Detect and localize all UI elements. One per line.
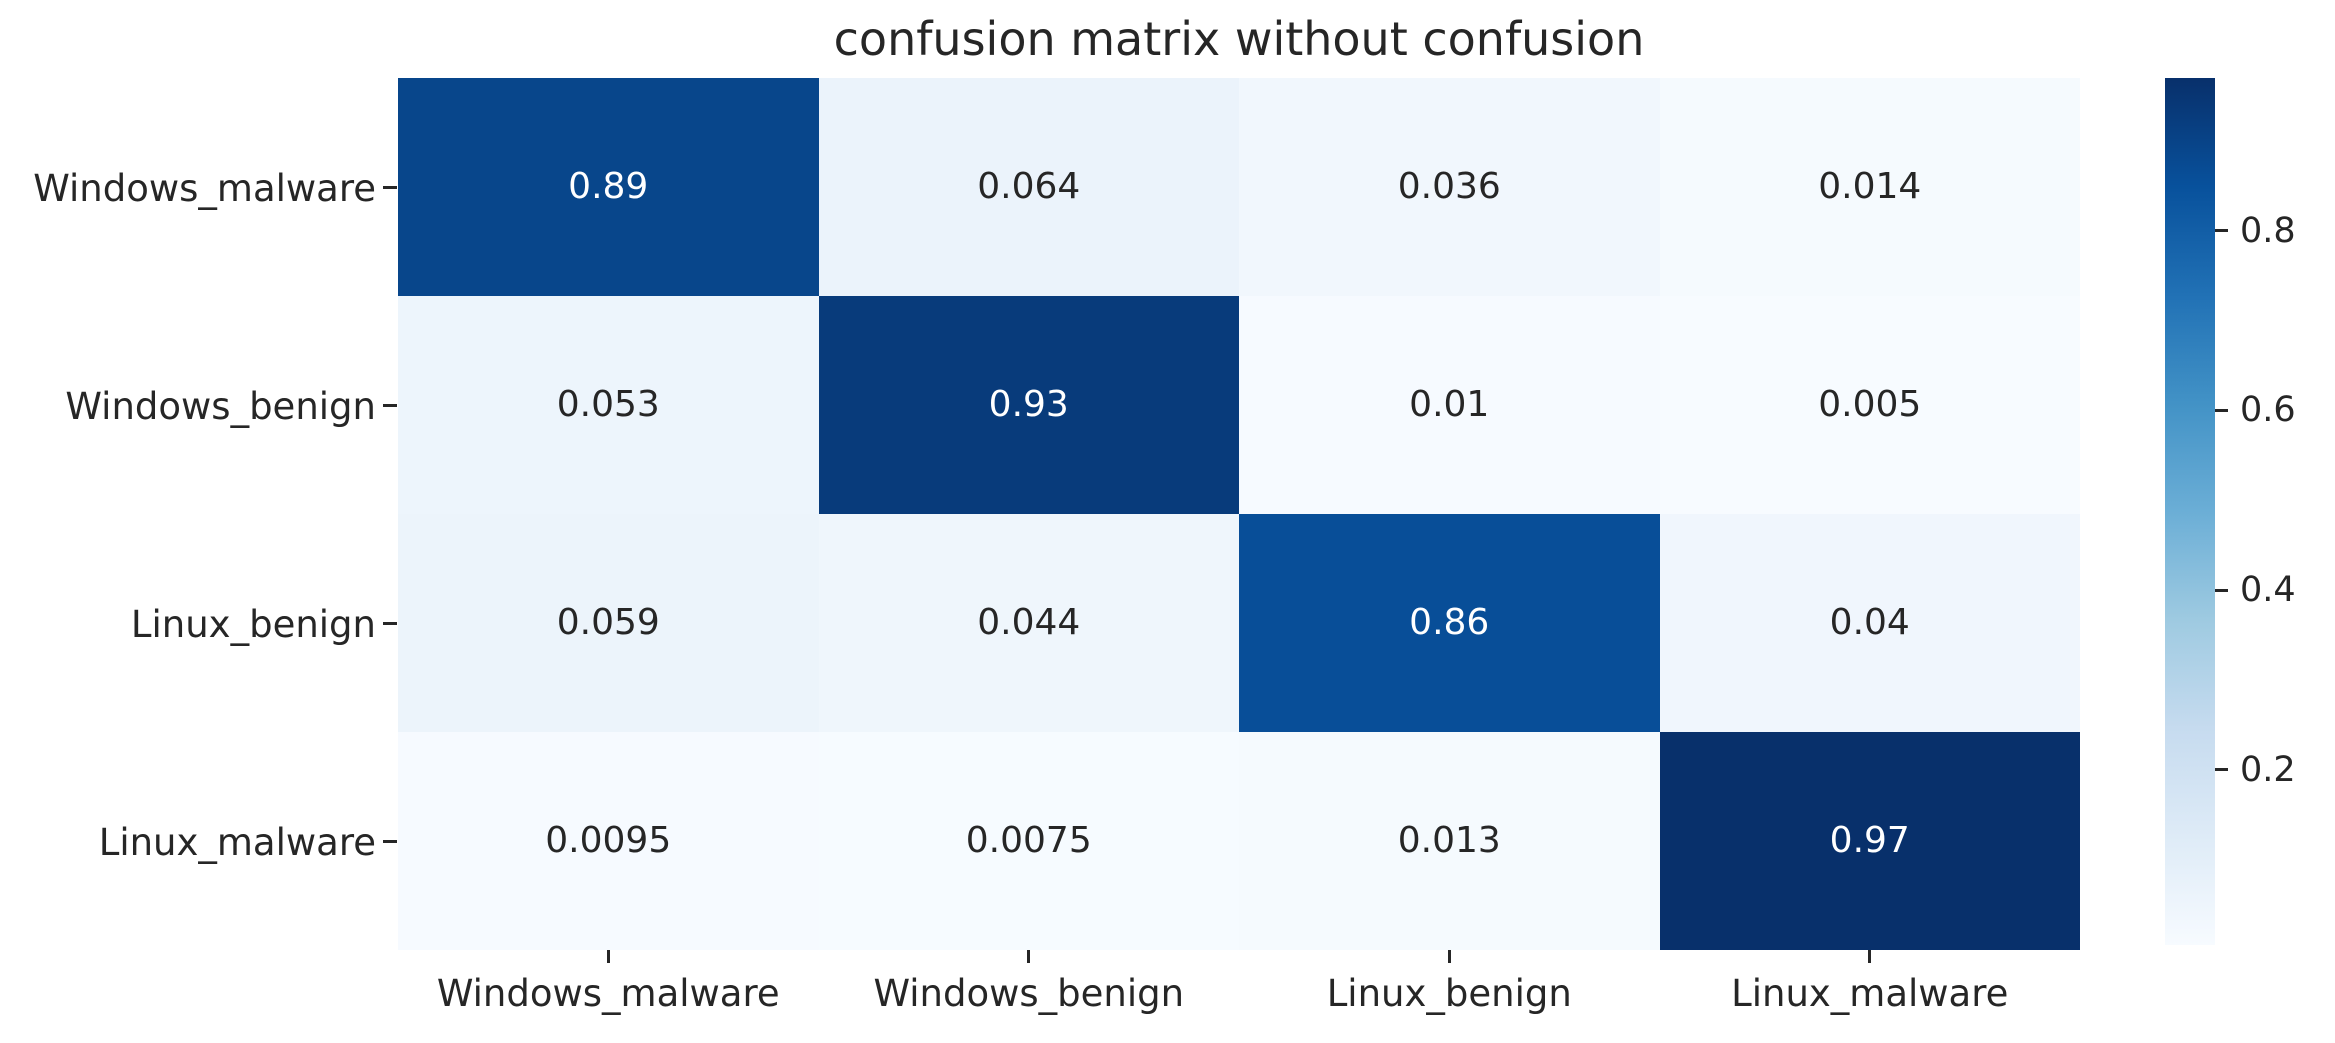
x-tick-label: Windows_malware [436, 972, 780, 1015]
cell-value: 0.86 [1409, 602, 1490, 643]
heatmap-cell: 0.97 [1659, 732, 2080, 950]
heatmap-cell: 0.013 [1239, 732, 1660, 950]
cell-value: 0.97 [1829, 820, 1910, 861]
heatmap-cell: 0.005 [1659, 296, 2080, 514]
x-tick-mark [1868, 950, 1872, 963]
x-tick-mark [1027, 950, 1031, 963]
colorbar-tick-label: 0.2 [2240, 749, 2296, 790]
cell-value: 0.064 [977, 166, 1081, 207]
heatmap-cell: 0.014 [1659, 78, 2080, 296]
y-tick-label: Windows_malware [33, 167, 376, 210]
cell-value: 0.053 [556, 384, 660, 425]
colorbar-tick-label: 0.6 [2240, 390, 2296, 431]
heatmap-cell: 0.053 [398, 296, 819, 514]
heatmap-cell: 0.86 [1239, 514, 1660, 732]
chart-title: confusion matrix without confusion [833, 12, 1645, 66]
x-tick-label: Linux_malware [1731, 972, 2009, 1015]
x-tick-label: Linux_benign [1326, 972, 1572, 1015]
cell-value: 0.014 [1818, 166, 1922, 207]
cell-value: 0.04 [1829, 602, 1910, 643]
cell-value: 0.0095 [545, 820, 672, 861]
cell-value: 0.0075 [965, 820, 1092, 861]
heatmap-cell: 0.04 [1659, 514, 2080, 732]
y-tick-label: Windows_benign [65, 385, 376, 428]
colorbar [2165, 78, 2215, 945]
cell-value: 0.036 [1397, 166, 1501, 207]
colorbar-tick-mark [2215, 768, 2228, 772]
colorbar-tick-label: 0.4 [2240, 570, 2296, 611]
heatmap-cell: 0.89 [398, 78, 819, 296]
colorbar-tick-label: 0.8 [2240, 210, 2296, 251]
y-tick-label: Linux_malware [98, 821, 376, 864]
colorbar-tick-mark [2215, 408, 2228, 412]
cell-value: 0.059 [556, 602, 660, 643]
heatmap-cell: 0.064 [818, 78, 1239, 296]
x-tick-mark [1447, 950, 1451, 963]
cell-value: 0.01 [1409, 384, 1490, 425]
cell-value: 0.89 [568, 166, 649, 207]
heatmap-cell: 0.0075 [818, 732, 1239, 950]
heatmap-grid: 0.89 0.064 0.036 0.014 0.053 0.93 0.01 0.005 0.0… [398, 78, 2080, 950]
heatmap-cell: 0.036 [1239, 78, 1660, 296]
y-tick-mark [383, 839, 397, 843]
heatmap-cell: 0.93 [818, 296, 1239, 514]
x-tick-mark [606, 950, 610, 963]
cell-value: 0.013 [1397, 820, 1501, 861]
y-tick-mark [383, 185, 397, 189]
heatmap-cell: 0.044 [818, 514, 1239, 732]
cell-value: 0.93 [988, 384, 1069, 425]
colorbar-tick-mark [2215, 588, 2228, 592]
heatmap-cell: 0.01 [1239, 296, 1660, 514]
cell-value: 0.005 [1818, 384, 1922, 425]
colorbar-tick-mark [2215, 229, 2228, 233]
cell-value: 0.044 [977, 602, 1081, 643]
x-tick-label: Windows_benign [873, 972, 1185, 1015]
y-tick-mark [383, 403, 397, 407]
heatmap-cell: 0.059 [398, 514, 819, 732]
y-tick-mark [383, 621, 397, 625]
y-tick-label: Linux_benign [130, 603, 376, 646]
heatmap-cell: 0.0095 [398, 732, 819, 950]
